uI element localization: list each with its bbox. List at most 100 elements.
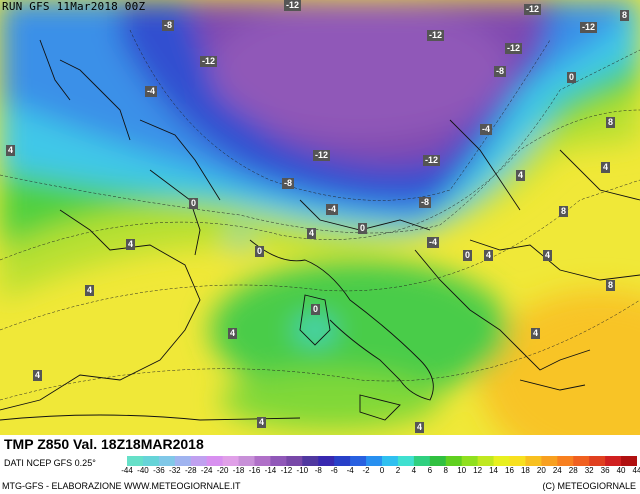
scale-label: -36 xyxy=(153,466,165,475)
isotherm-label: -8 xyxy=(162,20,175,31)
isotherm-label: 0 xyxy=(358,223,368,234)
color-scale-labels: -44 -40 -36 -32 -28 -24 -20 -18 -16 -14 -12 -10 -8 -6… xyxy=(121,466,640,478)
isotherm-label: 4 xyxy=(543,250,553,261)
scale-label: -2 xyxy=(362,466,370,475)
isotherm-label: -8 xyxy=(494,66,507,77)
scale-label: 0 xyxy=(379,466,385,475)
scale-swatch xyxy=(127,456,144,466)
scale-label: 6 xyxy=(427,466,433,475)
isotherm-lines xyxy=(0,29,640,401)
scale-label: -6 xyxy=(330,466,338,475)
isotherm-label: -12 xyxy=(200,56,218,67)
scale-swatch xyxy=(573,456,590,466)
scale-label: -14 xyxy=(264,466,277,475)
scale-label: -12 xyxy=(280,466,293,475)
scale-label: -4 xyxy=(346,466,354,475)
isotherm-label: 4 xyxy=(601,162,611,173)
isotherm-label: 8 xyxy=(606,117,616,128)
scale-label: 12 xyxy=(473,466,483,475)
scale-swatch xyxy=(350,456,367,466)
scale-swatch xyxy=(270,456,287,466)
scale-swatch xyxy=(222,456,240,466)
scale-swatch xyxy=(461,456,479,466)
scale-swatch xyxy=(366,456,383,466)
isotherm-label: 4 xyxy=(33,370,43,381)
isotherm-label: 0 xyxy=(311,304,321,315)
scale-swatch xyxy=(621,456,637,466)
isotherm-label: 0 xyxy=(189,198,199,209)
scale-label: 44 xyxy=(632,466,640,475)
isotherm-label: 8 xyxy=(606,280,616,291)
scale-label: -20 xyxy=(216,466,229,475)
scale-label: -44 xyxy=(121,466,133,475)
isotherm-label: 0 xyxy=(255,246,265,257)
scale-swatch xyxy=(445,456,463,466)
isotherm-label: -8 xyxy=(282,178,295,189)
credit-left: MTG-GFS - ELABORAZIONE WWW.METEOGIORNALE… xyxy=(2,481,241,491)
scale-swatch xyxy=(238,456,255,466)
scale-label: 20 xyxy=(536,466,546,475)
coastlines xyxy=(0,39,640,421)
map-field xyxy=(0,0,640,435)
scale-swatch xyxy=(509,456,526,466)
isotherm-label: 4 xyxy=(415,422,425,433)
isotherm-label: 8 xyxy=(620,10,630,21)
scale-label: 40 xyxy=(616,466,626,475)
scale-swatch xyxy=(429,456,447,466)
credit-right: (C) METEOGIORNALE xyxy=(542,481,636,491)
isotherm-label: -4 xyxy=(145,86,158,97)
isotherm-label: -12 xyxy=(505,43,523,54)
isotherm-label: 4 xyxy=(257,417,267,428)
scale-label: 14 xyxy=(489,466,499,475)
title-box: TMP Z850 Val. 18Z18MAR2018 xyxy=(0,435,272,453)
scale-label: 2 xyxy=(395,466,401,475)
isotherm-label: 4 xyxy=(307,228,317,239)
isotherm-label: -8 xyxy=(419,197,432,208)
scale-label: 28 xyxy=(568,466,578,475)
scale-label: -18 xyxy=(232,466,245,475)
scale-swatch xyxy=(557,456,574,466)
isotherm-label: -12 xyxy=(427,30,445,41)
scale-swatch xyxy=(334,456,351,466)
scale-swatch xyxy=(174,456,192,466)
map-title: TMP Z850 Val. 18Z18MAR2018 xyxy=(4,436,204,452)
scale-swatch xyxy=(142,456,160,466)
isotherm-label: 4 xyxy=(85,285,95,296)
isotherm-label: -12 xyxy=(423,155,441,166)
isotherm-label: 4 xyxy=(531,328,541,339)
scale-swatch xyxy=(190,456,208,466)
scale-label: -28 xyxy=(184,466,197,475)
isotherm-label: 8 xyxy=(559,206,569,217)
scale-swatch xyxy=(589,456,606,466)
isotherm-label: 4 xyxy=(484,250,494,261)
isotherm-label: 4 xyxy=(228,328,238,339)
color-scale-bar xyxy=(127,456,637,466)
scale-label: -16 xyxy=(248,466,261,475)
isotherm-label: -4 xyxy=(480,124,493,135)
scale-label: -40 xyxy=(137,466,149,475)
isotherm-label: 0 xyxy=(463,250,473,261)
scale-label: 4 xyxy=(411,466,417,475)
scale-swatch xyxy=(254,456,271,466)
temperature-map: RUN GFS 11Mar2018 00Z -12 -12 -8 -12 -12… xyxy=(0,0,640,435)
scale-swatch xyxy=(158,456,176,466)
scale-swatch xyxy=(525,456,542,466)
scale-label: 18 xyxy=(520,466,530,475)
run-label: RUN GFS 11Mar2018 00Z xyxy=(2,0,146,13)
isotherm-label: -4 xyxy=(427,237,440,248)
scale-label: 8 xyxy=(443,466,448,475)
scale-label: 36 xyxy=(600,466,610,475)
scale-swatch xyxy=(382,456,399,466)
data-source: DATI NCEP GFS 0.25° xyxy=(4,458,96,468)
isotherm-label: -12 xyxy=(313,150,331,161)
scale-swatch xyxy=(318,456,335,466)
scale-swatch xyxy=(477,456,495,466)
scale-swatch xyxy=(397,456,415,466)
scale-swatch xyxy=(302,456,319,466)
scale-swatch xyxy=(413,456,431,466)
scale-label: 16 xyxy=(505,466,514,475)
scale-label: 32 xyxy=(584,466,594,475)
isotherm-label: 0 xyxy=(567,72,577,83)
isotherm-label: 4 xyxy=(126,239,136,250)
